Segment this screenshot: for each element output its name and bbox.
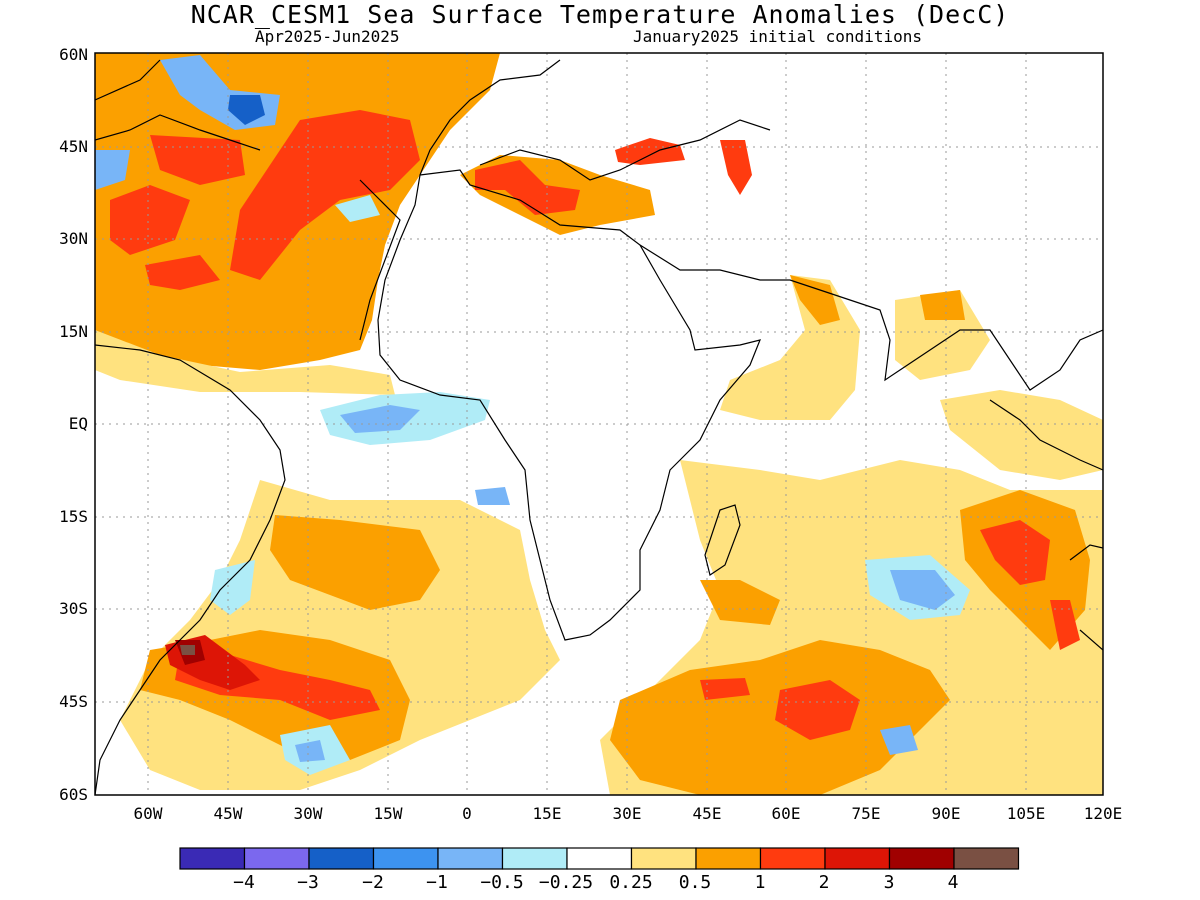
bay-bengal-warm xyxy=(920,290,965,320)
colorbar-swatch xyxy=(824,847,891,870)
lat-label-eq: EQ xyxy=(68,414,88,433)
colorbar-label: 4 xyxy=(947,872,959,893)
lon-label-60w: 60W xyxy=(133,804,163,823)
lon-label-90e: 90E xyxy=(931,804,961,823)
lat-label-45n: 45N xyxy=(59,137,88,156)
gulf-guinea-cool xyxy=(475,487,510,505)
colorbar-label: 3 xyxy=(883,872,895,893)
black-sea-hot xyxy=(615,138,685,165)
europe-coast xyxy=(419,59,771,181)
arabia-coast xyxy=(639,244,1103,391)
southeast-indian-hot xyxy=(980,520,1050,585)
equatorial-atlantic-cold xyxy=(340,405,420,433)
colorbar-label: 2 xyxy=(818,872,830,893)
indonesia-coast xyxy=(989,399,1103,471)
mid-atlantic-cool-spot xyxy=(335,195,380,222)
north-atlantic-cold xyxy=(228,95,265,125)
madagascar-coast xyxy=(704,504,741,576)
colorbar-swatch xyxy=(630,847,697,870)
southern-indian-cold-spot xyxy=(880,725,918,755)
colorbar-swatch xyxy=(953,847,1020,870)
map-frame xyxy=(94,52,1104,796)
forecast-period: Apr2025-Jun2025 xyxy=(255,27,400,46)
north-america-coast xyxy=(95,59,401,341)
colorbar-label: −3 xyxy=(297,872,319,893)
caspian-hot xyxy=(720,140,752,195)
arabian-sea-warm xyxy=(790,275,840,325)
lon-label-15e: 15E xyxy=(532,804,562,823)
lon-label-45w: 45W xyxy=(213,804,243,823)
north-atlantic-hot-1 xyxy=(230,110,420,280)
lon-label-30e: 30E xyxy=(612,804,642,823)
colorbar-swatch xyxy=(759,847,826,870)
colorbar-label: −0.5 xyxy=(480,872,524,893)
colorbar-label: 0.5 xyxy=(678,872,712,893)
colorbar-label: 0.25 xyxy=(609,872,653,893)
lat-label-15n: 15N xyxy=(59,322,88,341)
colorbar-label: −0.25 xyxy=(538,872,594,893)
lon-label-75e: 75E xyxy=(851,804,881,823)
falklands-peak xyxy=(180,645,195,655)
colorbar-swatch xyxy=(501,847,568,870)
lon-label-30w: 30W xyxy=(293,804,323,823)
lat-label-30n: 30N xyxy=(59,229,88,248)
map-title: NCAR_CESM1 Sea Surface Temperature Anoma… xyxy=(190,0,1010,29)
south-atlantic-cool-2 xyxy=(295,740,325,762)
australia-coast xyxy=(1069,544,1103,651)
lon-label-45e: 45E xyxy=(692,804,722,823)
colorbar-label: −4 xyxy=(233,872,255,893)
mozambique-warm xyxy=(700,580,780,625)
initial-conditions: January2025 initial conditions xyxy=(633,27,922,46)
west-atlantic-cool xyxy=(95,150,130,190)
colorbar-label: −2 xyxy=(362,872,384,893)
south-atlantic-warm-1 xyxy=(270,515,440,610)
colorbar-label: −1 xyxy=(426,872,448,893)
colorbar-swatch xyxy=(888,847,955,870)
coastlines xyxy=(95,59,1103,795)
central-indian-cold xyxy=(890,570,955,610)
colorbar-swatch xyxy=(437,847,504,870)
colorbar xyxy=(179,847,1020,870)
colorbar-swatch xyxy=(243,847,310,870)
colorbar-swatch xyxy=(372,847,439,870)
north-atlantic-hot-2 xyxy=(110,185,190,255)
south-indian-hot xyxy=(775,680,860,740)
lat-label-15s: 15S xyxy=(59,507,88,526)
lat-label-45s: 45S xyxy=(59,692,88,711)
lon-label-105e: 105E xyxy=(1006,804,1046,823)
anomaly-field xyxy=(95,53,1103,795)
mediterranean-hot xyxy=(475,160,580,215)
south-america-coast xyxy=(95,344,286,795)
lat-label-30s: 30S xyxy=(59,599,88,618)
colorbar-swatch xyxy=(308,847,375,870)
north-atlantic-hot-4 xyxy=(145,255,220,290)
colorbar-swatch xyxy=(695,847,762,870)
colorbar-swatch xyxy=(179,847,246,870)
lat-label-60n: 60N xyxy=(59,45,88,64)
south-indian-hot-2 xyxy=(700,678,750,700)
lon-label-60e: 60E xyxy=(771,804,801,823)
lon-label-15w: 15W xyxy=(373,804,403,823)
nw-atlantic-light xyxy=(95,330,395,395)
east-indian-light xyxy=(940,390,1103,480)
colorbar-label: 1 xyxy=(754,872,766,893)
lat-label-60s: 60S xyxy=(59,785,88,804)
west-australia-hot xyxy=(1050,600,1080,650)
lon-label-120e: 120E xyxy=(1083,804,1123,823)
lon-label-0: 0 xyxy=(462,804,472,823)
colorbar-swatch xyxy=(566,847,633,870)
patagonia-cool xyxy=(210,560,255,615)
africa-coast xyxy=(377,169,761,641)
